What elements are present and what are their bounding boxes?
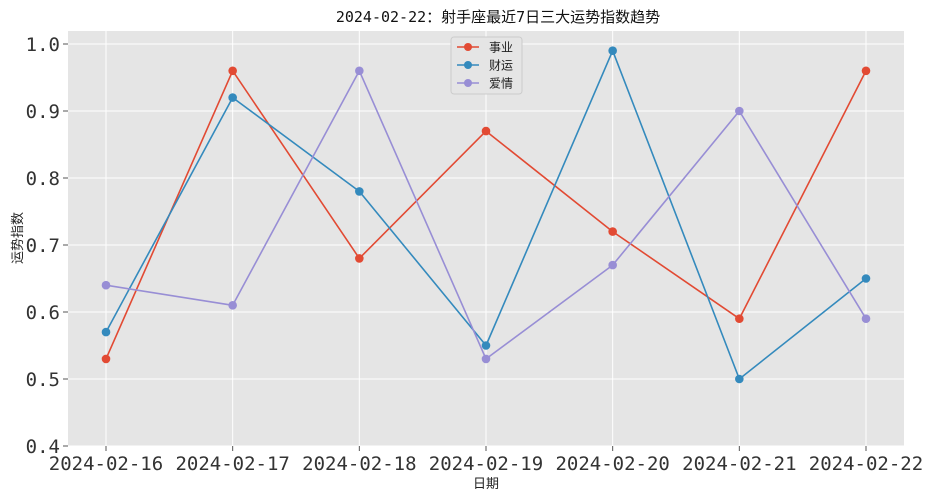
x-tick-label: 2024-02-16 [49,453,163,475]
y-tick-label: 1.0 [26,34,60,56]
series-group [101,46,871,384]
y-axis-ticks: 0.4 0.5 0.6 0.7 0.8 0.9 1.0 [26,34,68,458]
x-tick-label: 2024-02-17 [175,453,289,475]
y-tick-label: 0.5 [26,369,60,391]
data-point [228,93,237,102]
x-tick-label: 2024-02-22 [809,453,923,475]
y-tick-label: 0.9 [26,101,60,123]
legend-marker [464,79,472,87]
y-tick-label: 0.6 [26,302,60,324]
data-point [228,66,237,76]
data-point [608,227,617,236]
data-point [861,274,871,283]
y-tick-label: 0.7 [26,235,60,257]
data-point [481,341,491,350]
data-point [355,66,364,76]
data-point [735,314,744,324]
data-point [101,354,111,364]
chart-title: 2024-02-22：射手座最近7日三大运势指数趋势 [336,8,660,26]
data-point [101,280,111,290]
data-point [608,46,617,55]
data-point [861,314,871,324]
data-point [101,327,111,337]
series-2 [101,46,871,384]
x-tick-label: 2024-02-19 [429,453,543,475]
x-axis-label: 日期 [473,477,499,492]
y-axis-label: 运势指数 [10,212,26,264]
data-point [355,254,364,263]
legend-label: 财运 [489,59,513,73]
data-point [355,187,364,196]
data-point [608,260,617,270]
series-1 [101,66,871,364]
series-3 [101,66,871,364]
legend-label: 爱情 [489,77,513,91]
data-point [481,126,491,136]
x-tick-label: 2024-02-18 [302,453,416,475]
x-axis-ticks: 2024-02-16 2024-02-17 2024-02-18 2024-02-19… [49,446,923,475]
data-point [228,301,237,310]
y-tick-label: 0.8 [26,168,60,190]
data-point [735,374,744,384]
x-tick-label: 2024-02-21 [682,453,796,475]
data-point [735,106,744,116]
legend-marker [464,43,472,51]
legend-label: 事业 [489,41,513,55]
data-point [861,66,871,76]
x-tick-label: 2024-02-20 [555,453,669,475]
legend-marker [464,61,472,69]
data-point [481,354,491,364]
y-tick-label: 0.4 [26,436,60,458]
